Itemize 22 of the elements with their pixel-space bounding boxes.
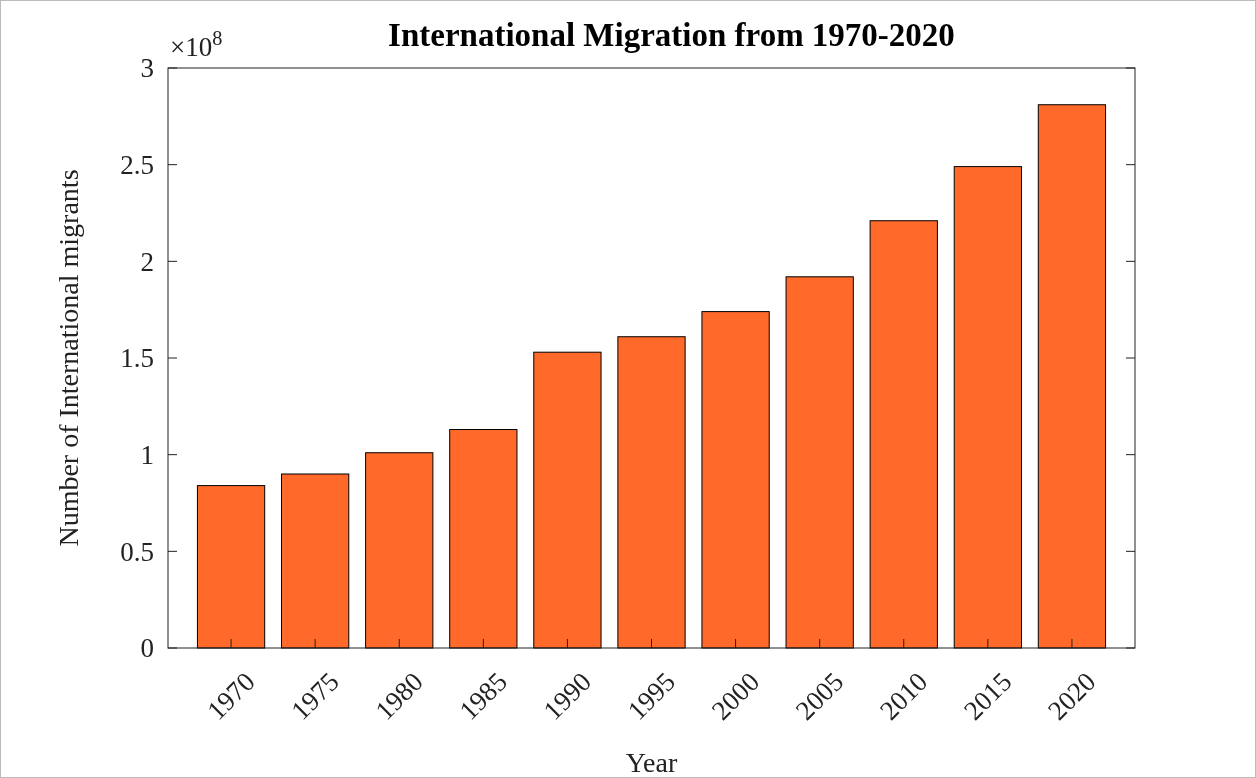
y-tick-label: 0.5 [120,536,154,567]
chart-title: International Migration from 1970-2020 [388,17,955,53]
bar [449,429,518,649]
bar [953,166,1022,649]
y-tick-label: 1.5 [120,343,154,374]
bar [701,311,770,649]
bar [869,220,938,649]
y-tick-label: 3 [140,53,154,84]
y-tick-label: 2 [140,246,154,277]
text: ×10$^{8}$ [170,26,223,62]
bar [785,276,854,649]
bar [617,336,686,649]
y-tick-label: 1 [140,440,154,471]
bar [1037,104,1107,649]
bar [365,452,434,649]
y-tick-label: 0 [140,633,154,664]
bar [281,473,350,649]
y-tick-label: 2.5 [120,150,154,181]
y-axis-title: Number of International migrants [53,169,84,547]
bar [196,485,266,649]
bar [533,351,602,649]
x-axis-title: Year [625,747,678,778]
